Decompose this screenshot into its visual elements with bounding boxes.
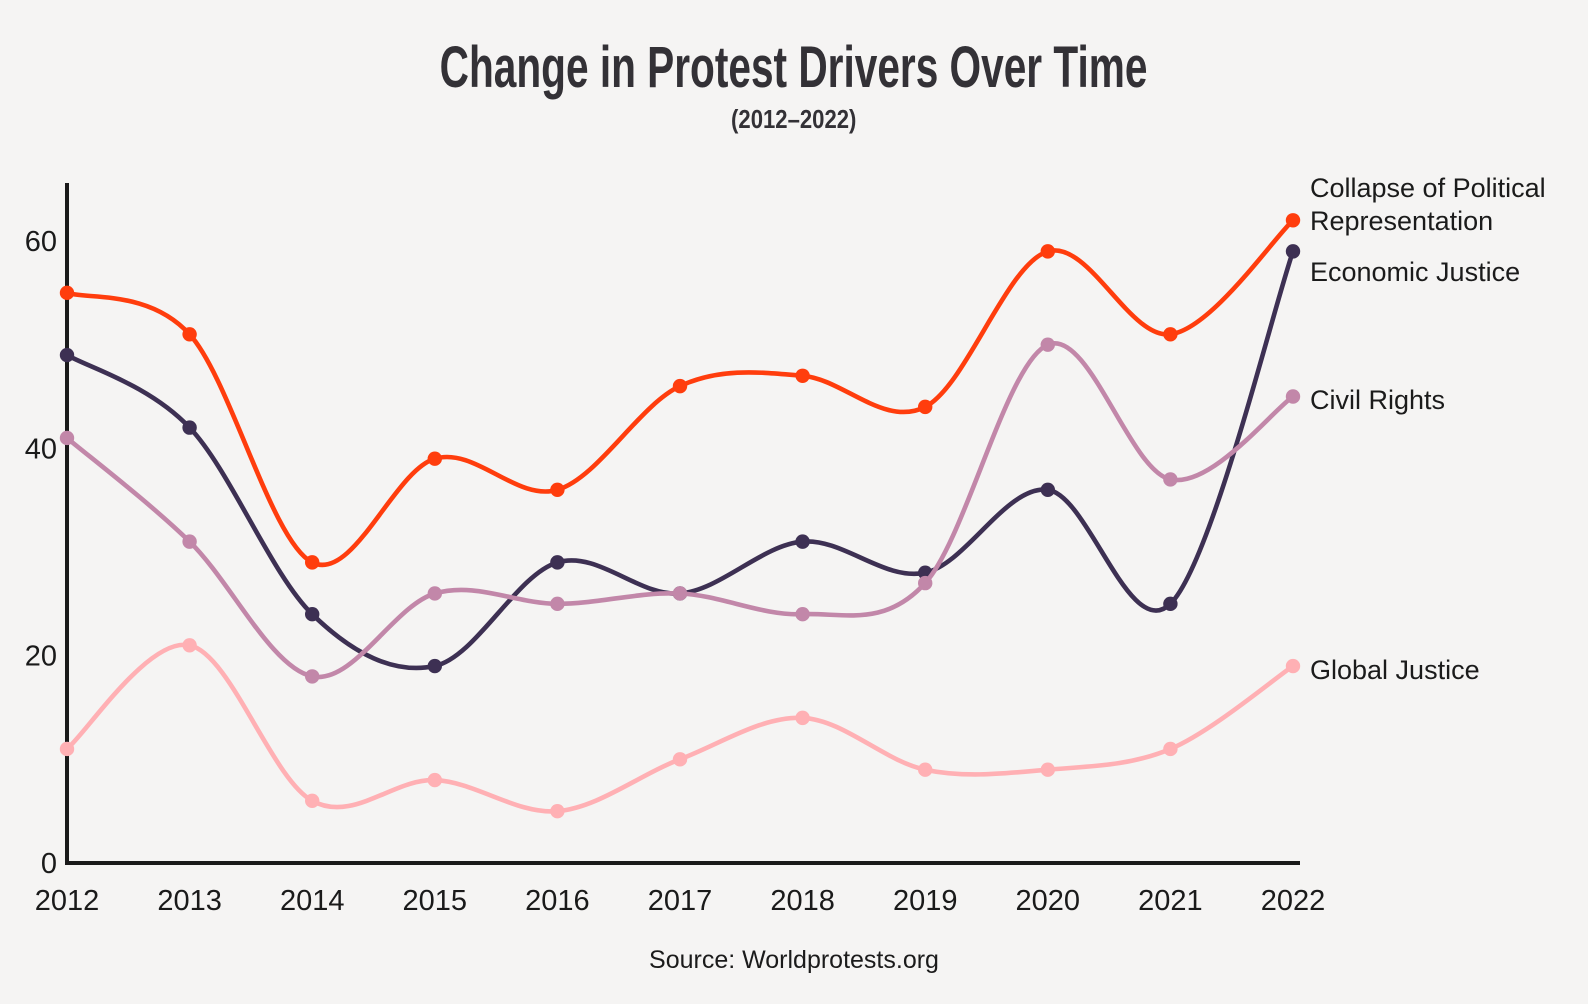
data-point-economic-justice	[550, 555, 565, 570]
data-point-global-justice	[427, 772, 442, 788]
data-point-collapse-of-political-representation	[1285, 213, 1301, 228]
data-point-global-justice	[1163, 741, 1178, 757]
data-point-collapse-of-political-representation	[550, 482, 565, 497]
data-point-collapse-of-political-representation	[1163, 327, 1178, 342]
data-point-collapse-of-political-representation	[182, 327, 197, 342]
x-tick-label: 2020	[1016, 885, 1081, 917]
y-tick-label: 60	[25, 226, 57, 258]
y-tick-label: 0	[41, 848, 57, 880]
data-point-civil-rights	[1285, 389, 1301, 404]
data-point-collapse-of-political-representation	[918, 399, 933, 415]
data-point-economic-justice	[1163, 596, 1178, 612]
data-point-civil-rights	[182, 534, 197, 549]
data-point-economic-justice	[59, 347, 75, 363]
data-point-civil-rights	[550, 596, 565, 612]
data-point-collapse-of-political-representation	[427, 451, 442, 466]
data-point-collapse-of-political-representation	[305, 555, 320, 570]
data-point-civil-rights	[1040, 337, 1056, 352]
data-point-global-justice	[918, 762, 933, 777]
x-tick-label: 2018	[770, 885, 835, 917]
data-point-civil-rights	[305, 669, 320, 684]
data-point-global-justice	[1040, 762, 1056, 777]
x-tick-label: 2021	[1138, 885, 1203, 917]
data-point-global-justice	[672, 752, 688, 767]
data-point-economic-justice	[427, 658, 442, 674]
chart-subtitle: (2012–2022)	[731, 104, 857, 134]
legend-label-civil-rights: Civil Rights	[1310, 385, 1446, 415]
data-point-global-justice	[1285, 658, 1301, 674]
data-point-economic-justice	[1285, 244, 1301, 259]
y-tick-label: 20	[25, 641, 57, 673]
data-point-civil-rights	[59, 430, 75, 446]
x-tick-label: 2019	[893, 885, 958, 917]
data-point-global-justice	[795, 710, 810, 726]
x-tick-label: 2017	[648, 885, 713, 917]
data-point-collapse-of-political-representation	[59, 285, 75, 301]
x-tick-label: 2016	[525, 885, 590, 917]
x-tick-label: 2012	[35, 885, 100, 917]
series-line-economic-justice	[64, 249, 1296, 671]
data-point-global-justice	[182, 638, 197, 653]
data-point-economic-justice	[1040, 482, 1056, 497]
data-point-civil-rights	[672, 586, 688, 601]
data-point-civil-rights	[1163, 472, 1178, 487]
data-point-collapse-of-political-representation	[672, 378, 688, 394]
data-point-civil-rights	[918, 575, 933, 591]
series-line-civil-rights	[64, 341, 1296, 680]
legend-label-global-justice: Global Justice	[1310, 655, 1480, 685]
data-point-collapse-of-political-representation	[1040, 244, 1056, 259]
y-tick-label: 40	[25, 433, 57, 465]
x-tick-label: 2014	[280, 885, 345, 917]
data-point-collapse-of-political-representation	[795, 368, 810, 383]
data-point-economic-justice	[182, 420, 197, 435]
x-tick-label: 2013	[157, 885, 222, 917]
chart-title: Change in Protest Drivers Over Time	[440, 35, 1148, 100]
series-line-collapse-of-political-representation	[64, 218, 1296, 568]
data-point-global-justice	[550, 803, 565, 819]
data-point-global-justice	[305, 793, 320, 808]
data-point-civil-rights	[427, 586, 442, 601]
data-point-civil-rights	[795, 607, 810, 622]
data-point-economic-justice	[795, 534, 810, 549]
source-note: Source: Worldprotests.org	[649, 946, 939, 974]
x-tick-label: 2015	[403, 885, 468, 917]
data-point-global-justice	[59, 741, 75, 757]
legend-label-economic-justice: Economic Justice	[1310, 257, 1521, 287]
series-line-global-justice	[64, 642, 1296, 814]
data-point-economic-justice	[305, 607, 320, 622]
legend-label-collapse-of-political-representation: Collapse of Political Representation	[1310, 173, 1546, 236]
x-tick-label: 2022	[1261, 885, 1326, 917]
